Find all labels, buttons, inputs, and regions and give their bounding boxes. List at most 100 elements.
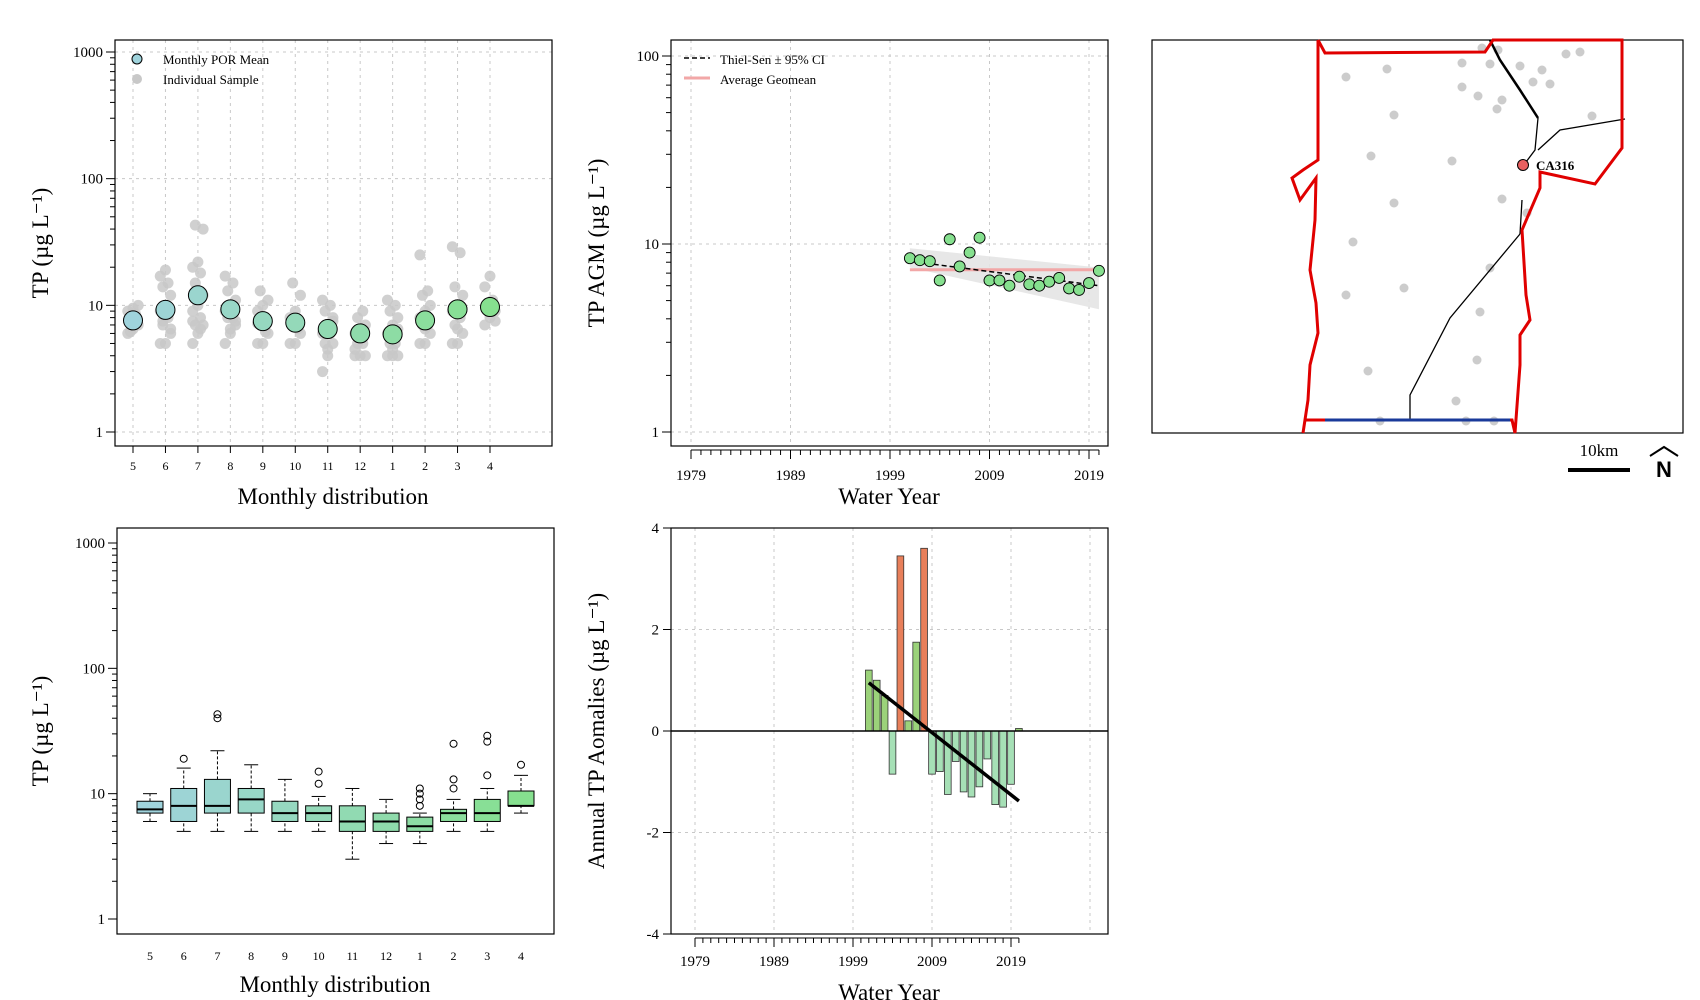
- legend-thiel-sen-label: Thiel-Sen ± 95% CI: [720, 52, 825, 67]
- sample-point: [219, 337, 231, 349]
- x-tick-label: 1: [390, 459, 396, 473]
- monthly-mean-x-ticks: 5 6 7 8 9 10 11 12 1 2 3 4: [130, 446, 493, 473]
- sample-point: [449, 281, 461, 293]
- box-plot: [507, 760, 535, 814]
- sample-point: [287, 277, 299, 289]
- box: [136, 800, 164, 814]
- y-tick-label: 1: [96, 425, 104, 441]
- outlier-point: [314, 767, 323, 776]
- x-tick-label: 1989: [759, 954, 789, 970]
- geomean-point: [963, 246, 976, 259]
- annual-geomean-ylabel: TP AGM (µg L⁻¹): [584, 159, 609, 328]
- outlier-point: [415, 789, 424, 798]
- monthly-mean-xlabel: Monthly distribution: [237, 484, 429, 509]
- sample-point: [324, 299, 336, 311]
- anomaly-bar: [1007, 730, 1015, 785]
- y-tick-label: 1000: [75, 536, 105, 552]
- x-tick-label: 5: [130, 459, 136, 473]
- sample-point: [257, 337, 269, 349]
- geomean-point: [1053, 271, 1066, 284]
- y-tick-label: 10: [644, 237, 659, 253]
- annual-geomean-lines: [909, 260, 1100, 287]
- x-tick-label: 10: [313, 949, 325, 963]
- x-tick-label: 8: [248, 949, 254, 963]
- x-tick-label: 2009: [975, 468, 1005, 484]
- legend-geomean-label: Average Geomean: [720, 72, 817, 87]
- anomaly-bar: [920, 547, 928, 732]
- outlier-point: [314, 779, 323, 788]
- anomaly-bar: [888, 730, 897, 775]
- geomean-point: [993, 274, 1006, 287]
- mean-point: [317, 319, 338, 340]
- anomaly-bar: [991, 730, 999, 805]
- y-tick-label: -2: [647, 826, 660, 842]
- y-tick-label: -4: [647, 927, 660, 943]
- sample-point: [414, 249, 426, 261]
- mean-point: [252, 311, 273, 332]
- map-stations: [1341, 43, 1597, 426]
- sample-point: [452, 337, 464, 349]
- geomean-point: [1092, 264, 1105, 277]
- outlier-point: [449, 739, 458, 748]
- x-tick-label: 5: [147, 949, 153, 963]
- mean-point: [447, 299, 468, 320]
- anomaly-bar: [951, 730, 960, 762]
- mean-point: [285, 312, 306, 333]
- geomean-point: [953, 260, 966, 273]
- anomaly-bar: [999, 730, 1007, 808]
- x-tick-label: 1999: [875, 468, 905, 484]
- sample-point: [322, 343, 334, 355]
- sample-point: [189, 219, 201, 231]
- x-tick-label: 1989: [776, 468, 806, 484]
- outlier-point: [213, 714, 222, 723]
- sample-point: [389, 299, 401, 311]
- monthly-box-boxes: [136, 710, 535, 860]
- monthly-mean-frame: [114, 39, 553, 447]
- mean-point: [382, 324, 403, 345]
- sample-point: [187, 315, 199, 327]
- mean-point: [415, 310, 436, 331]
- x-tick-label: 10: [289, 459, 301, 473]
- trend-line: [867, 681, 1020, 803]
- x-tick-label: 12: [380, 949, 392, 963]
- map-frame: [1151, 39, 1684, 434]
- sample-point: [422, 285, 434, 297]
- anomaly-bar: [904, 720, 913, 732]
- x-tick-label: 9: [282, 949, 288, 963]
- geomean-point: [903, 252, 916, 265]
- sample-point: [349, 343, 361, 355]
- outlier-point: [449, 784, 458, 793]
- outlier-point: [415, 784, 424, 793]
- x-tick-label: 11: [322, 459, 334, 473]
- sample-point: [192, 256, 204, 268]
- north-arrow-icon: N: [1649, 445, 1679, 482]
- outlier-point: [415, 801, 424, 810]
- monthly-mean-points: [123, 285, 500, 345]
- y-tick-label: 100: [81, 172, 104, 188]
- map-scale-bar: 10km: [1568, 441, 1630, 472]
- x-tick-label: 2019: [996, 954, 1026, 970]
- sample-point: [132, 299, 144, 311]
- annual-anomalies-bars: [865, 547, 1023, 808]
- site-marker: [1517, 159, 1529, 171]
- sample-point: [165, 289, 177, 301]
- anomaly-bar: [944, 730, 952, 795]
- anomaly-bar: [880, 695, 889, 732]
- legend-mean-marker: [131, 53, 143, 65]
- x-tick-label: 7: [214, 949, 220, 963]
- sample-point: [387, 343, 399, 355]
- mean-point: [187, 285, 208, 306]
- geomean-point: [973, 231, 986, 244]
- x-tick-label: 6: [181, 949, 187, 963]
- box: [473, 798, 501, 822]
- annual-anomalies-x-ticks: 1979 1989 1999 2009 2019: [680, 937, 1026, 970]
- geomean-point: [913, 254, 926, 267]
- box-plot: [237, 764, 265, 832]
- y-tick-label: 2: [652, 623, 660, 639]
- geomean-point: [1043, 275, 1056, 288]
- site-label: CA316: [1536, 158, 1575, 173]
- sample-point: [262, 294, 274, 306]
- geomean-point: [1003, 279, 1016, 292]
